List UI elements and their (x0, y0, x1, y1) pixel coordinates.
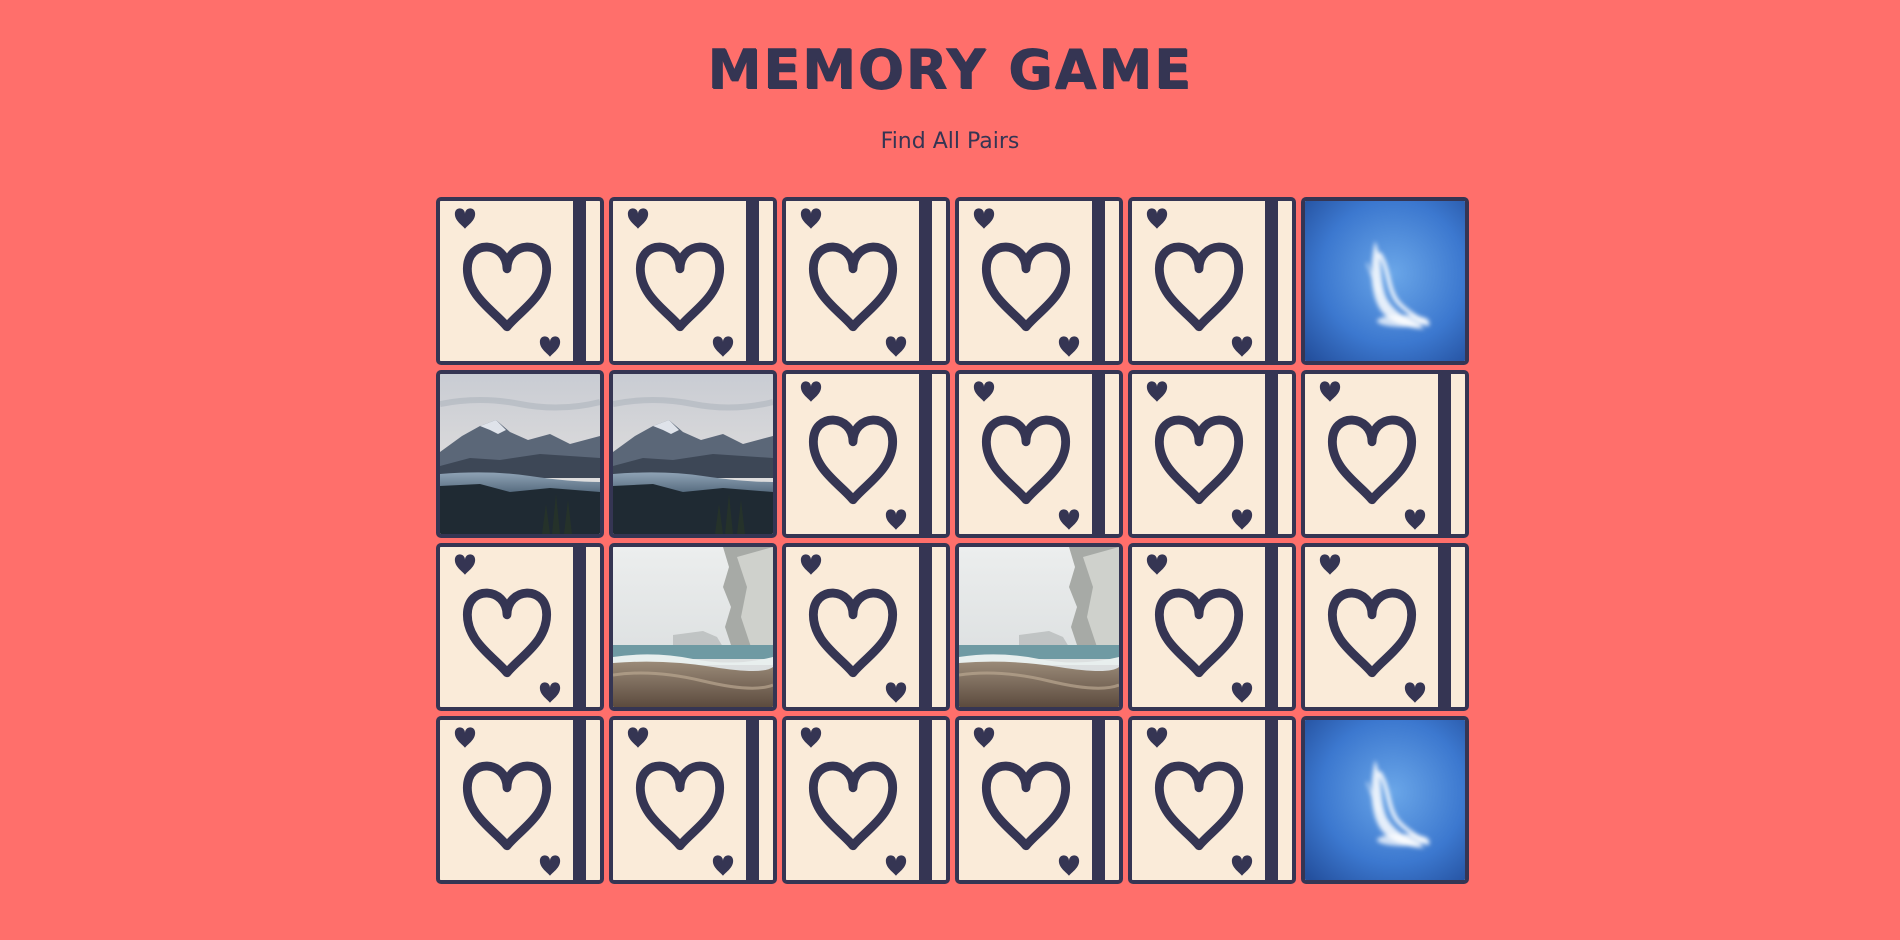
card-hidden[interactable] (436, 197, 604, 365)
card-hidden[interactable] (609, 197, 777, 365)
card-hidden[interactable] (1301, 543, 1469, 711)
heart-card-back-icon (1305, 374, 1465, 534)
card-revealed[interactable] (955, 543, 1123, 711)
card-image-sky-cloud (1305, 720, 1465, 880)
card-image-mountain-lake (613, 374, 773, 534)
card-hidden[interactable] (1128, 370, 1296, 538)
page-subtitle: Find All Pairs (880, 129, 1020, 154)
card-hidden[interactable] (609, 716, 777, 884)
heart-card-back-icon (1305, 547, 1465, 707)
heart-card-back-icon (1132, 547, 1292, 707)
card-hidden[interactable] (436, 716, 604, 884)
card-hidden[interactable] (782, 543, 950, 711)
card-grid (436, 197, 1470, 884)
card-image-sky-cloud (1305, 201, 1465, 361)
heart-card-back-icon (786, 547, 946, 707)
card-hidden[interactable] (955, 197, 1123, 365)
card-hidden[interactable] (782, 716, 950, 884)
card-revealed[interactable] (609, 543, 777, 711)
card-image-mountain-lake (440, 374, 600, 534)
heart-card-back-icon (440, 547, 600, 707)
card-hidden[interactable] (955, 370, 1123, 538)
heart-card-back-icon (959, 201, 1119, 361)
heart-card-back-icon (959, 720, 1119, 880)
card-hidden[interactable] (782, 370, 950, 538)
card-hidden[interactable] (782, 197, 950, 365)
card-hidden[interactable] (955, 716, 1123, 884)
card-hidden[interactable] (1128, 543, 1296, 711)
card-revealed[interactable] (1301, 197, 1469, 365)
card-hidden[interactable] (1301, 370, 1469, 538)
card-hidden[interactable] (1128, 716, 1296, 884)
heart-card-back-icon (786, 201, 946, 361)
heart-card-back-icon (959, 374, 1119, 534)
heart-card-back-icon (786, 374, 946, 534)
heart-card-back-icon (1132, 374, 1292, 534)
heart-card-back-icon (1132, 720, 1292, 880)
heart-card-back-icon (1132, 201, 1292, 361)
card-hidden[interactable] (436, 543, 604, 711)
card-revealed[interactable] (436, 370, 604, 538)
heart-card-back-icon (440, 720, 600, 880)
heart-card-back-icon (613, 720, 773, 880)
card-image-foggy-beach (959, 547, 1119, 707)
card-revealed[interactable] (609, 370, 777, 538)
card-image-foggy-beach (613, 547, 773, 707)
card-revealed[interactable] (1301, 716, 1469, 884)
card-hidden[interactable] (1128, 197, 1296, 365)
heart-card-back-icon (613, 201, 773, 361)
header: MEMORY GAME Find All Pairs (0, 30, 1900, 156)
heart-card-back-icon (440, 201, 600, 361)
heart-card-back-icon (786, 720, 946, 880)
page-title: MEMORY GAME (707, 38, 1193, 101)
